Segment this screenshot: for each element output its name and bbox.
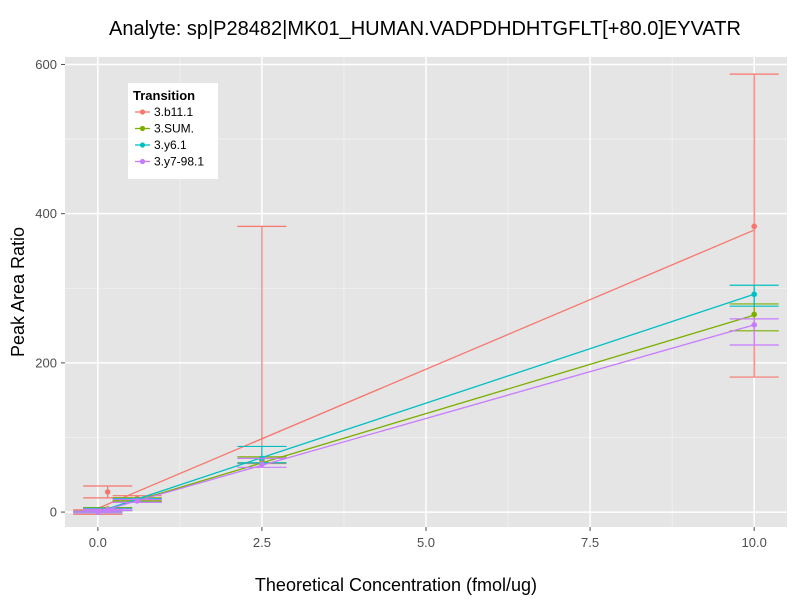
series-layer [73,73,779,515]
fit-line [97,314,755,513]
data-point [751,311,757,318]
x-tick-label: 0.0 [89,535,107,550]
legend-label: 3.SUM. [154,122,194,136]
legend-items: 3.b11.1 3.SUM. 3.y6.1 3.y7-98.1 [135,105,204,169]
legend-item: 3.b11.1 [135,105,193,119]
x-tick-label: 10.0 [742,535,767,550]
legend-item: 3.y7-98.1 [135,155,204,169]
data-point [259,461,265,468]
data-point [751,223,757,230]
data-point [134,498,140,504]
fit-line [97,293,755,513]
fit-line [97,324,755,513]
legend-point [139,142,146,148]
legend-title: Transition [133,88,195,103]
data-point [104,489,111,495]
x-tick-label: 7.5 [581,535,599,550]
grid-lines [65,57,787,527]
fit-line [97,229,755,509]
data-point [751,322,757,328]
legend: Transition 3.b11.1 3.SUM. 3.y6.1 3.y7-98.1 [128,83,218,179]
y-tick-label: 0 [50,505,57,520]
series-3.y7-98.1 [73,318,779,515]
data-point [104,507,111,513]
y-axis-title: Peak Area Ratio [8,227,28,357]
data-point [751,291,757,298]
legend-item: 3.SUM. [135,122,194,136]
legend-item: 3.y6.1 [135,138,187,152]
legend-label: 3.y6.1 [154,138,187,152]
x-tick-label: 2.5 [253,535,271,550]
legend-label: 3.b11.1 [154,105,193,119]
legend-label: 3.y7-98.1 [154,155,204,169]
legend-point [139,125,146,132]
legend-point [139,109,146,115]
y-tick-label: 400 [35,206,57,221]
x-tick-label: 5.0 [417,535,435,550]
chart-title: Analyte: sp|P28482|MK01_HUMAN.VADPDHDHTG… [109,18,741,40]
x-axis-title: Theoretical Concentration (fmol/ug) [255,575,537,595]
y-tick-label: 600 [35,57,57,72]
legend-point [139,158,146,165]
axes: 0.0 2.5 5.0 7.5 10.0 0 200 400 600 [35,57,767,550]
y-tick-label: 200 [35,355,57,370]
